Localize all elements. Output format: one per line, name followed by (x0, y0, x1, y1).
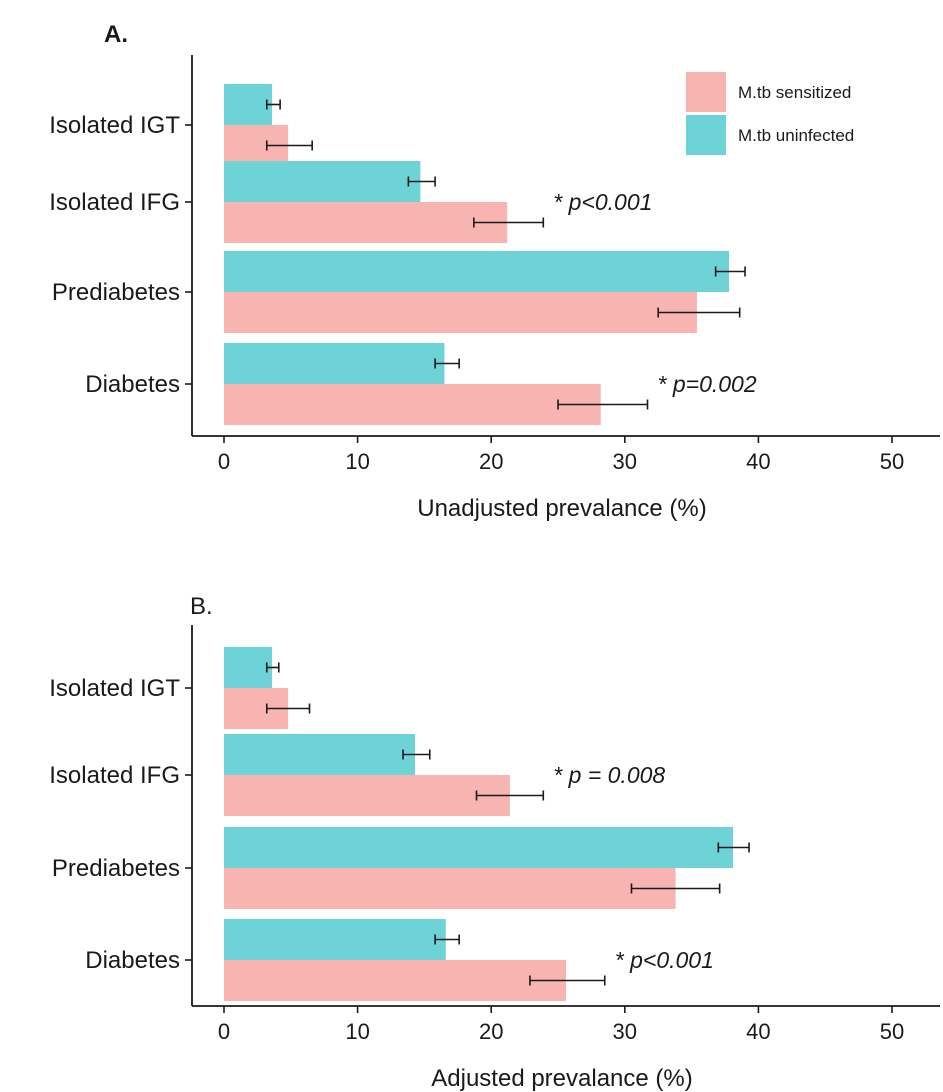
x-tick-label: 0 (218, 449, 230, 474)
bar-uninfected (224, 251, 730, 292)
x-tick-label: 50 (880, 1019, 904, 1044)
bar-sensitized (224, 384, 601, 425)
error-bar-uninfected (434, 934, 460, 945)
category-label: Diabetes (85, 371, 180, 398)
x-tick-label: 10 (345, 1019, 369, 1044)
x-axis-label: Unadjusted prevalance (%) (417, 495, 707, 522)
x-tick-label: 30 (613, 449, 637, 474)
significance-annotation: * p<0.001 (553, 189, 652, 215)
error-bar-sensitized (657, 307, 741, 318)
error-bar-uninfected (265, 662, 280, 673)
x-axis-label: Adjusted prevalance (%) (431, 1065, 692, 1092)
x-tick-label: 10 (345, 449, 369, 474)
bar-sensitized (224, 775, 510, 816)
error-bar-uninfected (434, 358, 460, 369)
significance-annotation: * p = 0.008 (553, 762, 665, 788)
error-bar-uninfected (714, 266, 746, 277)
legend-label: M.tb sensitized (738, 83, 851, 102)
bar-sensitized (224, 292, 697, 333)
bar-uninfected (224, 161, 421, 202)
x-tick-label: 30 (613, 1019, 637, 1044)
panel-b-chart: B. Isolated IGT Isolated IFG Prediabetes Dia… (49, 593, 940, 1092)
x-tick-label: 50 (880, 449, 904, 474)
category-label: Diabetes (85, 947, 180, 974)
bar-uninfected (224, 827, 734, 868)
error-bar-uninfected (717, 842, 750, 853)
error-bar-sensitized (630, 883, 721, 894)
bar-uninfected (224, 734, 416, 775)
panel-a-chart: A. Isolated IGT Isolated IFG Prediabetes Dia… (49, 21, 940, 522)
bar-uninfected (224, 919, 446, 960)
bar-uninfected (224, 84, 273, 125)
bar-uninfected (224, 343, 445, 384)
bar-sensitized (224, 202, 508, 243)
x-tick-label: 20 (479, 449, 503, 474)
panel-label: A. (104, 21, 128, 48)
error-bar-uninfected (407, 176, 436, 187)
legend-swatch (686, 72, 726, 112)
bar-sensitized (224, 868, 676, 909)
significance-annotation: * p=0.002 (658, 371, 757, 397)
significance-annotation: * p<0.001 (615, 947, 714, 973)
panel-label: B. (190, 593, 213, 620)
error-bar-sensitized (529, 975, 606, 986)
category-label: Isolated IGT (49, 112, 180, 139)
bar-sensitized (224, 960, 567, 1001)
legend-label: M.tb uninfected (738, 126, 854, 145)
error-bar-uninfected (402, 749, 431, 760)
error-bar-sensitized (265, 140, 313, 151)
legend-swatch (686, 115, 726, 155)
bar-uninfected (224, 647, 273, 688)
error-bar-sensitized (265, 703, 311, 714)
error-bar-sensitized (557, 399, 649, 410)
x-tick-label: 40 (746, 449, 770, 474)
x-tick-label: 40 (746, 1019, 770, 1044)
x-tick-label: 20 (479, 1019, 503, 1044)
category-label: Isolated IFG (49, 762, 180, 789)
category-label: Prediabetes (52, 279, 180, 306)
x-tick-label: 0 (218, 1019, 230, 1044)
category-label: Prediabetes (52, 855, 180, 882)
legend: M.tb sensitized M.tb uninfected (686, 72, 854, 155)
error-bar-uninfected (265, 99, 281, 110)
category-label: Isolated IGT (49, 675, 180, 702)
error-bar-sensitized (475, 790, 545, 801)
error-bar-sensitized (473, 217, 545, 228)
category-label: Isolated IFG (49, 189, 180, 216)
